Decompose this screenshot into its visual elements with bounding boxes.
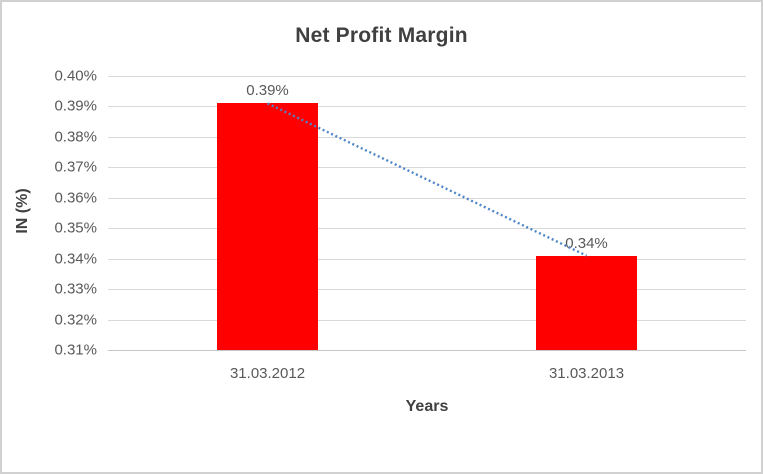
gridline xyxy=(108,106,746,108)
bar-data-label: 0.34% xyxy=(565,234,608,252)
y-tick-label: 0.33% xyxy=(54,280,97,298)
x-axis-title: Years xyxy=(405,398,449,415)
gridline xyxy=(108,136,746,138)
gridline xyxy=(108,197,746,199)
y-tick-label: 0.35% xyxy=(54,219,97,237)
bar-31.03.2012[interactable] xyxy=(217,103,318,350)
x-tick-label: 31.03.2013 xyxy=(548,365,625,382)
bar-data-label: 0.39% xyxy=(246,82,289,100)
y-tick-label: 0.38% xyxy=(54,128,97,146)
y-tick-label: 0.34% xyxy=(54,250,97,268)
y-tick-label: 0.32% xyxy=(54,311,97,329)
gridline xyxy=(108,76,746,77)
y-tick-label: 0.37% xyxy=(54,158,97,176)
bar-31.03.2013[interactable] xyxy=(536,255,637,350)
y-axis-title: IN (%) xyxy=(14,188,31,234)
y-tick-label: 0.31% xyxy=(54,341,97,359)
gridline xyxy=(108,319,746,321)
gridline xyxy=(108,289,746,291)
trendline-dotted-line[interactable] xyxy=(266,102,588,257)
gridline xyxy=(108,228,746,230)
y-tick-label: 0.39% xyxy=(54,97,97,115)
trendline[interactable] xyxy=(108,76,746,350)
gridline xyxy=(108,258,746,260)
gridline xyxy=(108,167,746,169)
chart-title: Net Profit Margin xyxy=(295,24,468,47)
y-tick-label: 0.40% xyxy=(54,67,97,85)
x-axis-line xyxy=(108,350,746,351)
y-tick-label: 0.36% xyxy=(54,189,97,207)
x-tick-label: 31.03.2012 xyxy=(229,365,306,382)
